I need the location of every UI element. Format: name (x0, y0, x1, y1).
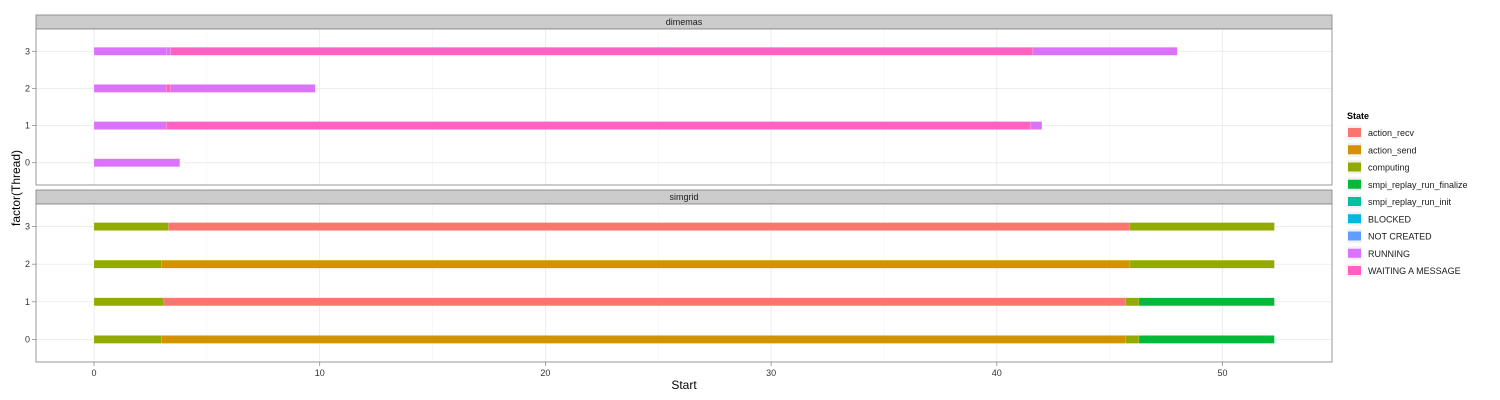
state-bar (93, 259, 162, 269)
y-tick-label: 1 (25, 297, 30, 307)
legend-label: BLOCKED (1368, 214, 1412, 224)
state-bar (170, 47, 1034, 56)
y-axis-title: factor(Thread) (9, 150, 23, 226)
state-bar (1125, 297, 1140, 307)
panel-border (35, 28, 1333, 186)
state-bar (1138, 335, 1275, 344)
facet-strip-label: simgrid (669, 192, 698, 202)
legend-swatch (1348, 128, 1361, 137)
y-tick-label: 1 (25, 121, 30, 131)
state-bar (166, 121, 1031, 130)
state-bar (93, 47, 167, 56)
panel-simgrid: simgrid 0 1 2 3 (25, 189, 1333, 363)
legend-swatch (1348, 162, 1361, 172)
legend-swatch (1348, 231, 1361, 241)
legend-swatch (1348, 214, 1361, 224)
state-bar (163, 297, 1126, 307)
y-tick-label: 0 (25, 334, 30, 344)
y-tick-label: 0 (25, 158, 30, 168)
state-bar (166, 47, 171, 56)
legend-swatch (1348, 179, 1361, 189)
panel-border (35, 203, 1333, 363)
legend-title: State (1347, 111, 1369, 121)
state-bar (170, 84, 316, 93)
legend-entry: smpi_replay_run_init (1346, 193, 1452, 210)
legend-label: action_send (1368, 145, 1417, 155)
legend-entry: NOT CREATED (1346, 228, 1432, 244)
state-bar (161, 259, 1131, 269)
state-bar (1129, 222, 1275, 231)
state-bar (1138, 297, 1275, 307)
state-bar (93, 158, 180, 167)
state-bar (93, 297, 165, 307)
legend-label: RUNNING (1368, 249, 1410, 259)
legend-swatch (1348, 266, 1361, 275)
legend: State action_recv action_send computing smp… (1346, 111, 1468, 279)
state-bar (1030, 121, 1043, 130)
x-tick-label: 30 (766, 368, 776, 378)
x-tick-label: 10 (315, 368, 325, 378)
x-tick-label: 20 (540, 368, 550, 378)
facet-panels: dimemas 0 1 2 3 simgrid 0 1 2 3 (25, 14, 1333, 363)
state-bar (1032, 47, 1178, 56)
y-tick-label: 2 (25, 259, 30, 269)
state-bar (166, 84, 171, 93)
y-tick-label: 3 (25, 222, 30, 232)
state-bar (1125, 335, 1140, 344)
facet-strip-label: dimemas (666, 17, 703, 27)
legend-label: computing (1368, 163, 1410, 173)
state-bar (161, 335, 1126, 344)
x-axis-title: Start (671, 378, 697, 392)
y-tick-label: 2 (25, 83, 30, 93)
x-axis: 0 10 20 30 40 50 (91, 362, 1228, 378)
x-tick-label: 40 (992, 368, 1002, 378)
legend-entry: RUNNING (1346, 245, 1410, 262)
legend-swatch (1348, 248, 1361, 258)
state-bar (93, 121, 167, 130)
legend-label: NOT CREATED (1368, 232, 1432, 242)
legend-swatch (1348, 145, 1361, 155)
legend-entry: BLOCKED (1346, 210, 1412, 227)
state-bar (168, 222, 1131, 231)
legend-entry: action_recv (1346, 124, 1415, 141)
legend-entry: WAITING A MESSAGE (1346, 262, 1461, 279)
y-tick-label: 3 (25, 46, 30, 56)
legend-entry: action_send (1346, 141, 1417, 158)
state-bar (93, 84, 167, 93)
state-bar (93, 222, 169, 231)
legend-swatch (1348, 197, 1361, 206)
x-tick-label: 50 (1217, 368, 1227, 378)
legend-entry: computing (1346, 159, 1410, 175)
legend-entry: smpi_replay_run_finalize (1346, 176, 1468, 193)
legend-label: action_recv (1368, 128, 1415, 138)
legend-label: smpi_replay_run_finalize (1368, 180, 1468, 190)
legend-label: WAITING A MESSAGE (1368, 266, 1461, 276)
legend-label: smpi_replay_run_init (1368, 197, 1452, 207)
x-tick-label: 0 (91, 368, 96, 378)
state-bar (93, 335, 162, 344)
state-bar (1129, 259, 1275, 269)
panel-dimemas: dimemas 0 1 2 3 (25, 14, 1333, 186)
